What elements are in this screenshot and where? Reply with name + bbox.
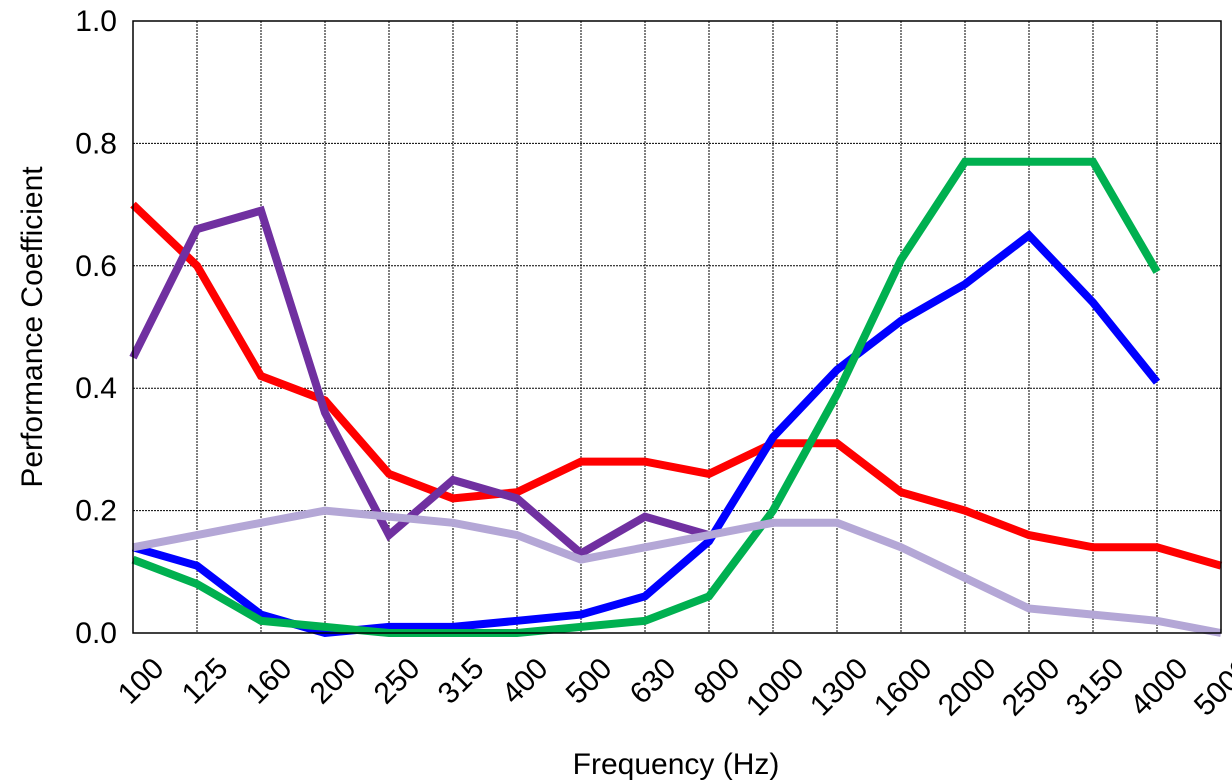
y-axis-ticks: 0.0 0.2 0.4 0.6 0.8 1.0 <box>75 5 117 650</box>
series-line-4 <box>131 157 1161 637</box>
x-tick-label: 1300 <box>804 652 875 723</box>
y-tick-label: 0.8 <box>75 127 117 160</box>
y-tick-label: 0.6 <box>75 250 117 283</box>
x-tick-label: 1600 <box>868 652 939 723</box>
x-tick-label: 1000 <box>740 652 811 723</box>
series-line-2 <box>129 205 711 559</box>
x-tick-label: 400 <box>496 652 555 711</box>
x-tick-label: 4000 <box>1124 652 1195 723</box>
x-tick-label: 100 <box>112 652 171 711</box>
y-axis-title: Performance Coefficient <box>16 166 49 488</box>
series-line-5 <box>132 506 1222 637</box>
x-tick-label: 250 <box>368 652 427 711</box>
x-tick-label: 160 <box>240 652 299 711</box>
x-axis-title: Frequency (Hz) <box>573 748 780 781</box>
x-axis-ticks: 100 125 160 200 250 315 400 500 630 8001000130016… <box>112 652 1232 723</box>
x-tick-label: 125 <box>176 652 235 711</box>
plot-frame <box>132 20 1222 634</box>
y-tick-label: 0.0 <box>75 617 117 650</box>
series-lines <box>129 157 1223 638</box>
x-tick-label: 315 <box>432 652 491 711</box>
x-tick-label: 630 <box>624 652 683 711</box>
x-tick-label: 800 <box>688 652 747 711</box>
series-line-1 <box>130 201 1223 570</box>
x-tick-label: 500 <box>560 652 619 711</box>
y-tick-label: 1.0 <box>75 5 117 38</box>
x-tick-label: 5000 <box>1188 652 1232 723</box>
y-tick-label: 0.4 <box>75 372 117 405</box>
y-tick-label: 0.2 <box>75 495 117 528</box>
x-tick-label: 2000 <box>932 652 1003 723</box>
x-tick-label: 2500 <box>996 652 1067 723</box>
x-tick-label: 3150 <box>1060 652 1131 723</box>
x-tick-label: 200 <box>304 652 363 711</box>
